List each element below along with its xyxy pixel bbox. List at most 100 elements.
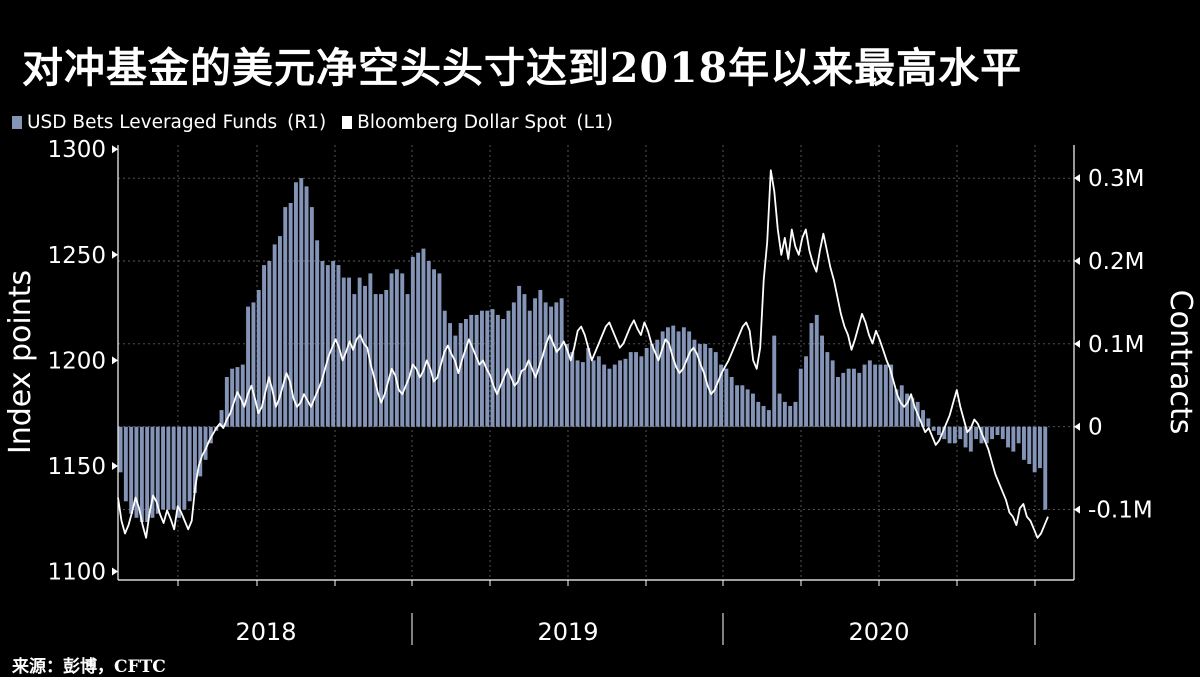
bar [772, 335, 777, 427]
line-series [117, 169, 1049, 539]
bar [814, 314, 819, 427]
bar [533, 298, 537, 427]
bar [389, 273, 394, 427]
bar [1006, 426, 1010, 448]
bar [464, 319, 468, 427]
legend-label-usd-bets: USD Bets Leveraged Funds [27, 112, 278, 133]
bar [458, 323, 463, 427]
bar [565, 343, 569, 427]
bar [230, 368, 235, 427]
bar [246, 306, 250, 427]
bar [155, 426, 160, 514]
bar [937, 426, 941, 435]
right-tick-label: 0.1M [1088, 332, 1144, 358]
bar [203, 426, 208, 460]
y-left-title: Index points [3, 270, 38, 454]
bar [756, 401, 761, 427]
bar [123, 426, 128, 502]
axes [112, 145, 1080, 645]
bar [352, 294, 357, 427]
bar [198, 426, 203, 477]
bar [187, 426, 192, 502]
left-tick-0 [112, 567, 118, 576]
bar [952, 426, 957, 444]
bar [926, 418, 931, 427]
bar [862, 364, 867, 427]
bar-series [118, 178, 1048, 522]
bar [639, 356, 644, 427]
bar [596, 356, 601, 427]
bar [177, 426, 181, 518]
bar [506, 310, 511, 427]
bar [719, 364, 723, 427]
bar [984, 426, 989, 444]
bar [687, 331, 692, 427]
bar [368, 273, 373, 427]
bar [586, 348, 591, 427]
legend-swatch-line [342, 116, 353, 129]
left-tick-3 [112, 250, 118, 259]
right-tick-2 [1074, 339, 1080, 348]
bar [570, 352, 575, 427]
bar [942, 426, 947, 440]
legend-label-bloomberg-dollar: Bloomberg Dollar Spot [357, 112, 567, 133]
bar [894, 389, 899, 427]
bar [575, 360, 580, 427]
bar [522, 294, 527, 427]
bar [841, 372, 846, 427]
bar [708, 348, 713, 427]
bar [751, 393, 755, 427]
bar [607, 368, 612, 427]
bar [788, 406, 793, 427]
bar [373, 294, 378, 427]
bar [118, 426, 123, 473]
bar [1000, 426, 1005, 440]
bar [347, 277, 351, 427]
bar [591, 360, 596, 427]
bar [809, 323, 814, 427]
right-tick-3 [1074, 257, 1080, 265]
bar [883, 364, 888, 427]
bar [628, 352, 633, 427]
bar [559, 298, 564, 427]
bar [251, 302, 256, 427]
bar [219, 410, 224, 427]
bar [240, 364, 245, 427]
bar [782, 401, 787, 427]
right-tick-4 [1074, 174, 1080, 183]
bar [697, 343, 702, 427]
bar [315, 240, 320, 427]
bar [703, 343, 708, 427]
bar [166, 426, 171, 510]
legend-item-bloomberg-dollar: Bloomberg Dollar Spot (L1) [342, 112, 613, 133]
bar [846, 368, 851, 427]
bar [495, 314, 500, 427]
bar [766, 410, 771, 427]
bar [379, 294, 383, 427]
legend-axis-note-usd-bets: (R1) [287, 112, 327, 133]
bar [469, 314, 474, 427]
bar [735, 385, 739, 427]
bar [1032, 426, 1037, 473]
bar [761, 406, 766, 427]
bar [262, 265, 266, 427]
bar [235, 367, 240, 427]
bar [618, 360, 622, 427]
bar [979, 426, 984, 444]
bar [543, 302, 548, 427]
bar [634, 352, 638, 427]
y-right-title: Contracts [1163, 290, 1198, 435]
legend-item-usd-bets: USD Bets Leveraged Funds (R1) [12, 112, 326, 133]
bar [947, 426, 952, 444]
bar [139, 426, 144, 522]
bar [432, 269, 436, 427]
bar [426, 261, 431, 427]
left-tick-1 [112, 461, 118, 470]
bar [400, 273, 405, 427]
bar [474, 314, 479, 427]
bar [357, 277, 362, 427]
grid [118, 145, 1074, 580]
bar [416, 252, 421, 427]
bar [267, 261, 272, 427]
bar [1022, 426, 1026, 460]
